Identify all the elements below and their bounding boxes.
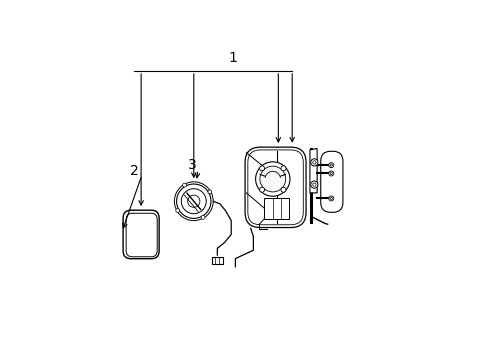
Circle shape — [175, 208, 179, 212]
Circle shape — [181, 189, 206, 214]
Text: 3: 3 — [188, 158, 196, 172]
Circle shape — [174, 182, 213, 221]
Circle shape — [329, 172, 332, 175]
Circle shape — [259, 166, 264, 171]
Circle shape — [187, 195, 200, 207]
Circle shape — [259, 166, 285, 192]
Circle shape — [310, 159, 317, 166]
Circle shape — [328, 163, 333, 168]
Circle shape — [259, 187, 264, 192]
Circle shape — [329, 197, 332, 199]
FancyBboxPatch shape — [320, 151, 342, 212]
Circle shape — [201, 215, 204, 219]
Polygon shape — [309, 149, 317, 193]
Circle shape — [255, 162, 289, 196]
FancyBboxPatch shape — [123, 210, 159, 259]
Circle shape — [312, 161, 315, 164]
Circle shape — [312, 183, 315, 186]
Circle shape — [176, 184, 210, 219]
Circle shape — [310, 181, 317, 188]
Circle shape — [281, 166, 285, 171]
FancyBboxPatch shape — [244, 147, 305, 228]
Bar — [211, 257, 223, 264]
Text: 1: 1 — [228, 51, 237, 65]
Circle shape — [329, 164, 332, 166]
Circle shape — [207, 190, 211, 194]
Circle shape — [281, 187, 285, 192]
Circle shape — [328, 196, 333, 201]
Text: 2: 2 — [129, 164, 138, 178]
Bar — [264, 198, 289, 219]
Circle shape — [182, 183, 186, 187]
FancyBboxPatch shape — [247, 150, 303, 225]
FancyBboxPatch shape — [126, 213, 157, 257]
Circle shape — [328, 171, 333, 176]
